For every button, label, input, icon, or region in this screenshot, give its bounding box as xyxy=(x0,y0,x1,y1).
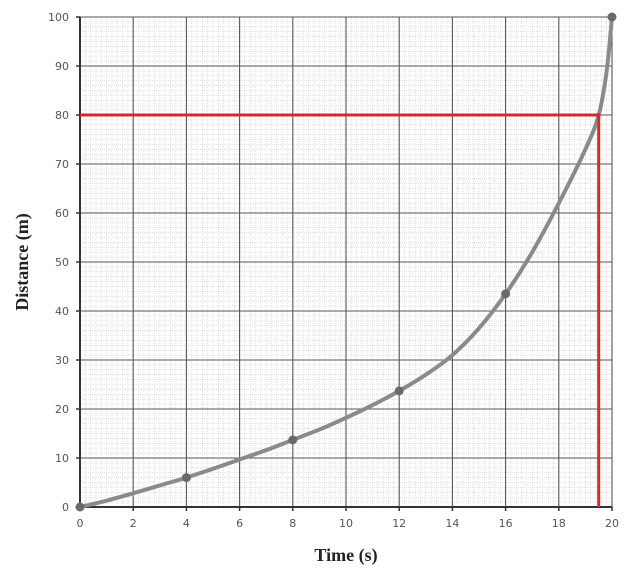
data-point xyxy=(607,12,617,22)
data-point xyxy=(75,502,85,512)
data-point xyxy=(501,289,511,299)
x-tick-label: 20 xyxy=(605,517,619,530)
data-point xyxy=(288,435,298,445)
x-tick-label: 0 xyxy=(77,517,84,530)
y-tick-label: 10 xyxy=(55,452,69,465)
y-tick-label: 30 xyxy=(55,354,69,367)
x-tick-label: 2 xyxy=(130,517,137,530)
x-tick-label: 10 xyxy=(339,517,353,530)
y-tick-label: 100 xyxy=(48,11,69,24)
x-tick-label: 8 xyxy=(289,517,296,530)
annotation-lines xyxy=(80,113,601,507)
y-tick-label: 60 xyxy=(55,207,69,220)
x-tick-label: 6 xyxy=(236,517,243,530)
y-tick-label: 40 xyxy=(55,305,69,318)
data-point xyxy=(181,473,191,483)
data-points xyxy=(75,12,617,512)
x-tick-label: 4 xyxy=(183,517,190,530)
x-tick-label: 18 xyxy=(552,517,566,530)
data-point xyxy=(394,386,404,396)
y-tick-label: 50 xyxy=(55,256,69,269)
major-grid xyxy=(79,16,613,508)
y-axis-title: Distance (m) xyxy=(12,213,33,310)
x-tick-label: 16 xyxy=(499,517,513,530)
y-tick-label: 70 xyxy=(55,158,69,171)
data-curve xyxy=(78,15,614,509)
tick-labels: 0 2 4 6 8 10 12 14 16 18 20 0 10 20 30 40 50 60 70 80 90 100 xyxy=(48,11,619,530)
x-axis-title: Time (s) xyxy=(314,545,377,566)
y-tick-label: 20 xyxy=(55,403,69,416)
y-tick-label: 90 xyxy=(55,60,69,73)
x-tick-label: 12 xyxy=(392,517,406,530)
y-tick-label: 80 xyxy=(55,109,69,122)
y-tick-label: 0 xyxy=(62,501,69,514)
x-tick-label: 14 xyxy=(445,517,459,530)
